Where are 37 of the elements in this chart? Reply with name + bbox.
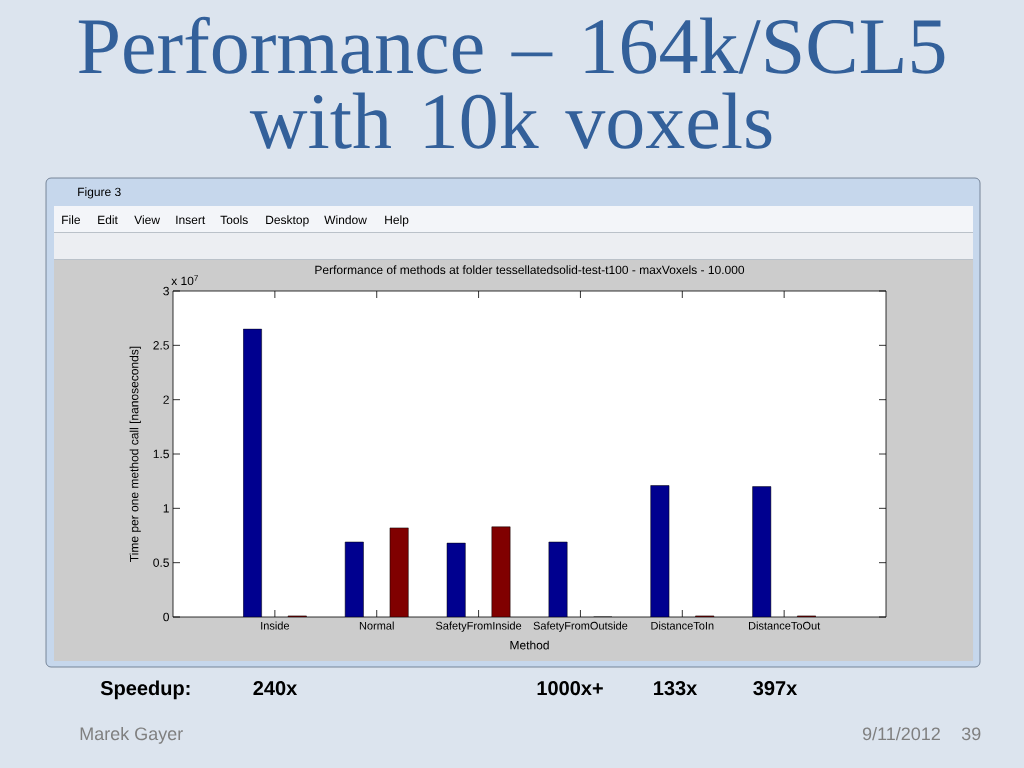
y-tick-label: 1.5 xyxy=(153,449,169,459)
text: Insert xyxy=(176,215,206,225)
y-tick-label: 2 xyxy=(163,395,169,404)
text: 133x xyxy=(654,681,698,696)
caption: Figure 3 xyxy=(78,187,121,199)
text: Desktop xyxy=(266,215,309,227)
y-tick-label: 3 xyxy=(163,286,169,296)
x-tick-label: SafetyFromInside xyxy=(435,621,522,632)
text: Tools xyxy=(220,215,248,225)
y-axis-title: Time per one method call [nanoseconds] xyxy=(129,346,141,562)
text: File xyxy=(62,215,80,225)
y-tick-label: 1 xyxy=(163,504,169,513)
text: Speedup: xyxy=(100,680,190,700)
y-tick-label: 0.5 xyxy=(153,558,169,567)
text: 1000x+ xyxy=(537,681,603,696)
text: 397x xyxy=(753,681,798,696)
bar xyxy=(389,527,409,618)
chart-title: Performance – 164k/SCL5 with 10k voxels xyxy=(78,16,945,149)
text: View xyxy=(134,215,161,225)
text: Window xyxy=(324,215,367,225)
text: 39 xyxy=(961,727,981,741)
text: 9/11/2012 xyxy=(862,726,940,741)
x-tick-label: Inside xyxy=(261,621,290,630)
text: Marek Gayer xyxy=(80,726,183,744)
x-tick-label: DistanceToOut xyxy=(748,621,821,630)
y-tick-label: 0 xyxy=(163,612,170,622)
x-tick-label: DistanceToIn xyxy=(651,621,714,630)
x-tick-label: Normal xyxy=(359,621,394,630)
x-tick-label: SafetyFromOutside xyxy=(533,621,628,632)
chart-subtitle: Performance of methods at folder tessellatedsolid-test-t100 - maxVoxels - 10.000 xyxy=(315,265,745,275)
y-tick-label: 2.5 xyxy=(153,341,169,350)
text: Help xyxy=(385,215,409,227)
text: Edit xyxy=(98,215,118,225)
text: 240x xyxy=(253,681,298,696)
x-axis-title: Method xyxy=(510,640,549,650)
bar xyxy=(491,526,511,618)
text: x 10$^{7}$ xyxy=(171,275,198,286)
